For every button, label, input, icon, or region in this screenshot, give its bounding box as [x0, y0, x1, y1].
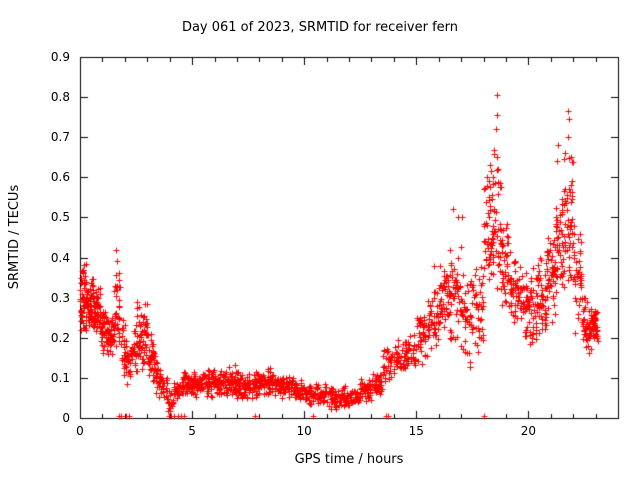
y-tick-label: 0.7: [50, 130, 70, 145]
x-axis-label: GPS time / hours: [294, 452, 404, 467]
y-tick-label: 0.1: [50, 370, 70, 385]
y-tick-label: 0.4: [50, 250, 70, 265]
x-tick-label: 15: [408, 424, 424, 438]
y-tick-label: 0.8: [50, 90, 70, 105]
y-tick-label: 0.3: [50, 290, 70, 305]
y-tick-label: 0.2: [50, 330, 70, 345]
y-tick-label: 0.9: [50, 50, 70, 64]
x-tick-label: 0: [76, 424, 84, 438]
chart-title: Day 061 of 2023, SRMTID for receiver fer…: [181, 20, 459, 35]
y-tick-label: 0.5: [50, 210, 70, 225]
y-tick-label: 0: [62, 411, 70, 425]
y-axis-label: SRMTID / TECUs: [7, 184, 22, 290]
x-tick-label: 5: [188, 424, 196, 438]
x-tick-label: 20: [520, 424, 536, 438]
x-tick-label: 10: [296, 424, 312, 438]
y-tick-label: 0.6: [50, 170, 70, 185]
